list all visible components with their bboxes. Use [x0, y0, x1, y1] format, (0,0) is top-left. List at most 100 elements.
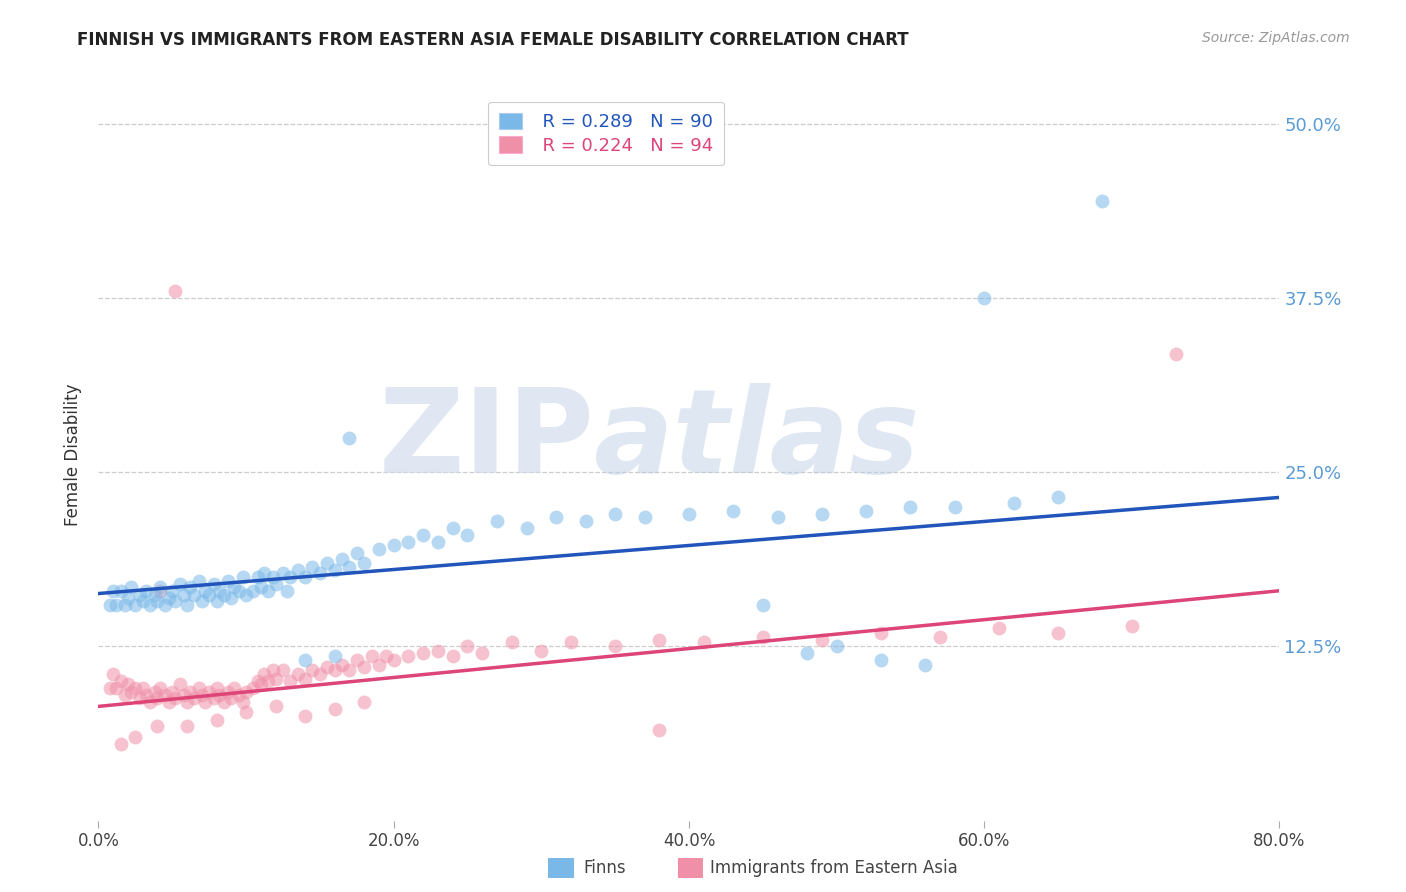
Point: [309, 667, 332, 681]
Point: [427, 535, 450, 549]
Point: [103, 667, 125, 681]
Point: [264, 672, 287, 686]
Point: [176, 598, 198, 612]
Point: [648, 632, 671, 647]
Point: [339, 430, 361, 444]
Point: [1046, 625, 1070, 640]
Point: [605, 640, 627, 654]
Point: [560, 635, 582, 649]
Point: [143, 588, 166, 602]
Point: [250, 677, 273, 691]
Text: FINNISH VS IMMIGRANTS FROM EASTERN ASIA FEMALE DISABILITY CORRELATION CHART: FINNISH VS IMMIGRANTS FROM EASTERN ASIA …: [77, 31, 908, 49]
Point: [382, 653, 405, 667]
Point: [139, 598, 162, 612]
Point: [678, 507, 700, 521]
Point: [752, 598, 775, 612]
Point: [501, 635, 523, 649]
Point: [194, 583, 217, 598]
Point: [114, 598, 136, 612]
Point: [208, 583, 231, 598]
Point: [149, 580, 172, 594]
Point: [242, 681, 264, 696]
Text: ZIP: ZIP: [378, 383, 595, 498]
Point: [301, 663, 323, 677]
Point: [124, 681, 146, 696]
Point: [135, 583, 157, 598]
Point: [276, 583, 298, 598]
Point: [208, 688, 231, 702]
Point: [165, 691, 187, 706]
Point: [648, 723, 671, 737]
Point: [162, 583, 183, 598]
Point: [693, 635, 716, 649]
Point: [114, 688, 136, 702]
Point: [271, 663, 294, 677]
Point: [183, 588, 205, 602]
Point: [120, 580, 142, 594]
Point: [173, 688, 195, 702]
Legend:   R = 0.289   N = 90,   R = 0.224   N = 94: R = 0.289 N = 90, R = 0.224 N = 94: [488, 102, 724, 166]
Point: [149, 681, 172, 696]
Point: [153, 598, 176, 612]
Point: [441, 521, 464, 535]
Point: [146, 593, 169, 607]
Point: [262, 570, 284, 584]
Point: [224, 580, 246, 594]
Point: [176, 719, 198, 733]
Point: [605, 507, 627, 521]
Point: [294, 672, 316, 686]
Point: [117, 591, 139, 605]
Point: [575, 514, 598, 528]
Point: [723, 504, 745, 518]
Point: [398, 535, 420, 549]
Point: [323, 649, 346, 664]
Point: [855, 504, 877, 518]
Point: [262, 663, 284, 677]
Point: [221, 691, 243, 706]
Point: [228, 688, 250, 702]
Point: [810, 507, 832, 521]
Point: [162, 685, 183, 699]
Point: [766, 510, 789, 524]
Point: [330, 657, 353, 672]
Point: [368, 541, 391, 556]
Point: [98, 681, 121, 696]
Point: [516, 521, 538, 535]
Point: [546, 510, 568, 524]
Point: [457, 528, 479, 542]
Point: [202, 691, 225, 706]
Y-axis label: Female Disability: Female Disability: [65, 384, 83, 526]
Point: [353, 556, 375, 570]
Point: [323, 563, 346, 577]
Point: [271, 566, 294, 580]
Point: [232, 570, 254, 584]
Point: [375, 649, 398, 664]
Point: [198, 685, 221, 699]
Point: [124, 598, 146, 612]
Point: [1002, 496, 1025, 510]
Point: [427, 643, 450, 657]
Point: [110, 674, 132, 689]
Point: [191, 688, 214, 702]
Point: [264, 576, 287, 591]
Point: [191, 593, 214, 607]
Point: [796, 647, 818, 661]
Point: [294, 709, 316, 723]
Point: [257, 583, 280, 598]
Point: [103, 583, 125, 598]
Point: [176, 695, 198, 709]
Point: [212, 588, 235, 602]
Point: [221, 591, 243, 605]
Point: [128, 588, 150, 602]
Point: [353, 695, 375, 709]
Point: [183, 691, 205, 706]
Point: [280, 570, 302, 584]
Point: [173, 588, 195, 602]
Point: [169, 576, 191, 591]
Point: [232, 695, 254, 709]
Point: [412, 647, 434, 661]
Point: [346, 653, 368, 667]
Point: [323, 702, 346, 716]
Point: [441, 649, 464, 664]
Point: [212, 695, 235, 709]
